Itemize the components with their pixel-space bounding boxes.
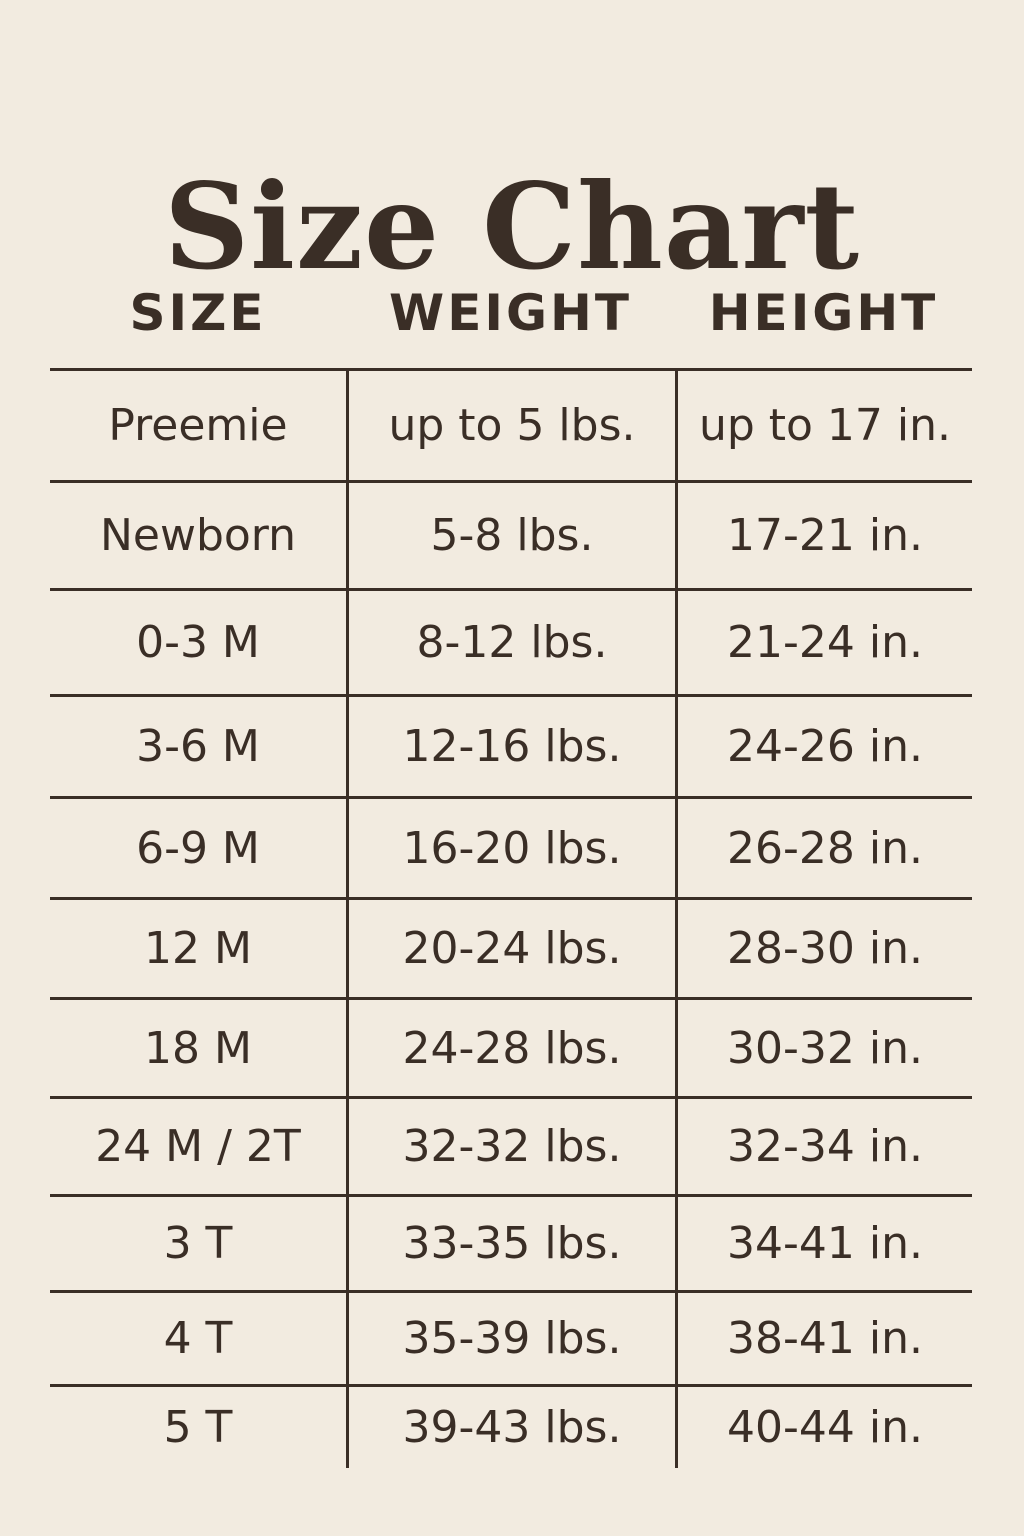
weight-cell: 33-35 lbs. <box>346 1194 675 1290</box>
weight-cell: 35-39 lbs. <box>346 1290 675 1384</box>
height-cell: 30-32 in. <box>675 997 972 1096</box>
height-cell: 32-34 in. <box>675 1096 972 1194</box>
weight-cell: up to 5 lbs. <box>346 368 675 480</box>
size-table: Preemieup to 5 lbs.up to 17 in. Newborn5-… <box>50 368 972 1468</box>
size-cell: 6-9 M <box>50 796 346 897</box>
size-cell: Preemie <box>50 368 346 480</box>
size-cell: 5 T <box>50 1384 346 1468</box>
weight-cell: 16-20 lbs. <box>346 796 675 897</box>
height-cell: 34-41 in. <box>675 1194 972 1290</box>
weight-cell: 39-43 lbs. <box>346 1384 675 1468</box>
height-cell: 40-44 in. <box>675 1384 972 1468</box>
size-cell: 24 M / 2T <box>50 1096 346 1194</box>
height-cell: 38-41 in. <box>675 1290 972 1384</box>
size-cell: 18 M <box>50 997 346 1096</box>
height-cell: 28-30 in. <box>675 897 972 997</box>
height-cell: 24-26 in. <box>675 694 972 796</box>
size-cell: 12 M <box>50 897 346 997</box>
weight-cell: 5-8 lbs. <box>346 480 675 588</box>
height-cell: 21-24 in. <box>675 588 972 694</box>
weight-cell: 32-32 lbs. <box>346 1096 675 1194</box>
header-height: HEIGHT <box>675 280 972 346</box>
weight-cell: 12-16 lbs. <box>346 694 675 796</box>
weight-cell: 24-28 lbs. <box>346 997 675 1096</box>
page-title: Size Chart <box>0 157 1024 297</box>
weight-cell: 8-12 lbs. <box>346 588 675 694</box>
header-size: SIZE <box>50 280 346 346</box>
height-cell: 17-21 in. <box>675 480 972 588</box>
size-cell: Newborn <box>50 480 346 588</box>
size-cell: 0-3 M <box>50 588 346 694</box>
table-header: SIZE WEIGHT HEIGHT <box>50 280 972 346</box>
header-weight: WEIGHT <box>346 280 675 346</box>
height-cell: up to 17 in. <box>675 368 972 480</box>
height-cell: 26-28 in. <box>675 796 972 897</box>
weight-cell: 20-24 lbs. <box>346 897 675 997</box>
size-cell: 4 T <box>50 1290 346 1384</box>
size-cell: 3 T <box>50 1194 346 1290</box>
size-cell: 3-6 M <box>50 694 346 796</box>
